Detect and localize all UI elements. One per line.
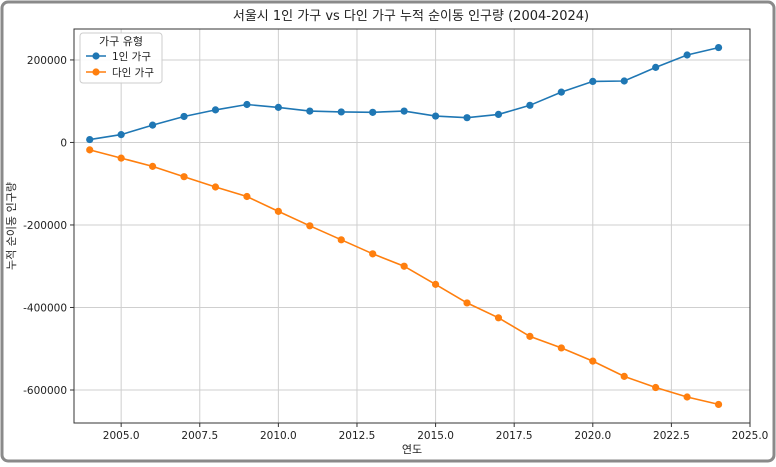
data-point <box>369 250 377 258</box>
data-point <box>86 135 94 144</box>
data-point <box>589 357 597 365</box>
data-point <box>683 51 691 59</box>
data-point <box>337 236 345 244</box>
data-point <box>431 112 440 120</box>
data-point <box>117 154 125 162</box>
data-point <box>589 77 597 85</box>
legend-title: 가구 유형 <box>99 35 143 48</box>
data-point <box>463 299 471 307</box>
legend-item-2: 다인 가구 <box>86 67 154 79</box>
data-point <box>274 103 282 111</box>
data-point <box>652 383 660 392</box>
data-point <box>557 88 565 96</box>
legend-label: 1인 가구 <box>112 51 151 63</box>
data-point <box>494 314 503 322</box>
legend-label: 다인 가구 <box>112 67 154 79</box>
data-point <box>652 63 660 71</box>
chart-title: 서울시 1인 가구 vs 다인 가구 누적 순이동 인구량 (2004-2024… <box>233 9 589 24</box>
series-1 <box>86 43 723 144</box>
x-tick-label: 2017.5 <box>496 430 533 442</box>
data-point <box>369 108 377 116</box>
data-point <box>211 106 220 114</box>
y-tick-label: -600000 <box>23 385 67 397</box>
series-2 <box>86 146 723 409</box>
data-point <box>243 100 251 109</box>
data-point <box>431 280 440 288</box>
data-point <box>337 108 345 116</box>
y-tick-label: -400000 <box>23 302 67 314</box>
x-axis: 2005.0 2007.5 2010.0 2012.5 2015.0 2017.5 2020… <box>103 423 769 442</box>
x-axis-label: 연도 <box>402 443 422 456</box>
y-tick-label: 0 <box>60 137 67 149</box>
data-point <box>526 101 534 109</box>
x-tick-label: 2005.0 <box>103 430 140 442</box>
data-point <box>714 400 723 409</box>
x-tick-label: 2025.0 <box>732 430 769 442</box>
data-point <box>180 112 188 121</box>
data-point <box>243 192 251 201</box>
data-point <box>557 344 565 352</box>
data-point <box>620 372 628 380</box>
data-point <box>494 110 503 119</box>
x-tick-label: 2010.0 <box>260 430 297 442</box>
legend-box <box>79 32 163 84</box>
legend-item-1: 1인 가구 <box>86 51 151 63</box>
data-point <box>683 393 691 401</box>
data-point <box>306 222 314 230</box>
data-point <box>117 131 125 139</box>
data-point <box>306 107 314 115</box>
data-point <box>526 332 534 340</box>
series-layer <box>86 43 723 409</box>
legend-swatch-marker <box>92 52 100 60</box>
y-tick-label: 200000 <box>27 55 67 67</box>
data-point <box>274 207 282 215</box>
data-point <box>400 107 408 115</box>
x-tick-label: 2015.0 <box>417 430 454 442</box>
data-point <box>714 43 723 52</box>
x-tick-label: 2012.5 <box>339 430 376 442</box>
data-point <box>86 146 94 154</box>
x-tick-label: 2022.5 <box>653 430 690 442</box>
data-point <box>620 77 628 85</box>
y-tick-label: -200000 <box>23 220 67 232</box>
x-tick-label: 2020.0 <box>574 430 611 442</box>
y-axis: 200000 0 -200000 -400000 -600000 <box>23 55 74 397</box>
data-point <box>149 162 157 170</box>
data-point <box>149 121 157 129</box>
data-point <box>211 183 220 191</box>
x-tick-label: 2007.5 <box>181 430 218 442</box>
data-point <box>400 262 408 270</box>
y-axis-label: 누적 순이동 인구량 <box>5 182 18 270</box>
legend-swatch-marker <box>92 68 100 76</box>
data-point <box>180 173 188 181</box>
plot-area <box>73 28 751 424</box>
data-point <box>463 114 471 122</box>
